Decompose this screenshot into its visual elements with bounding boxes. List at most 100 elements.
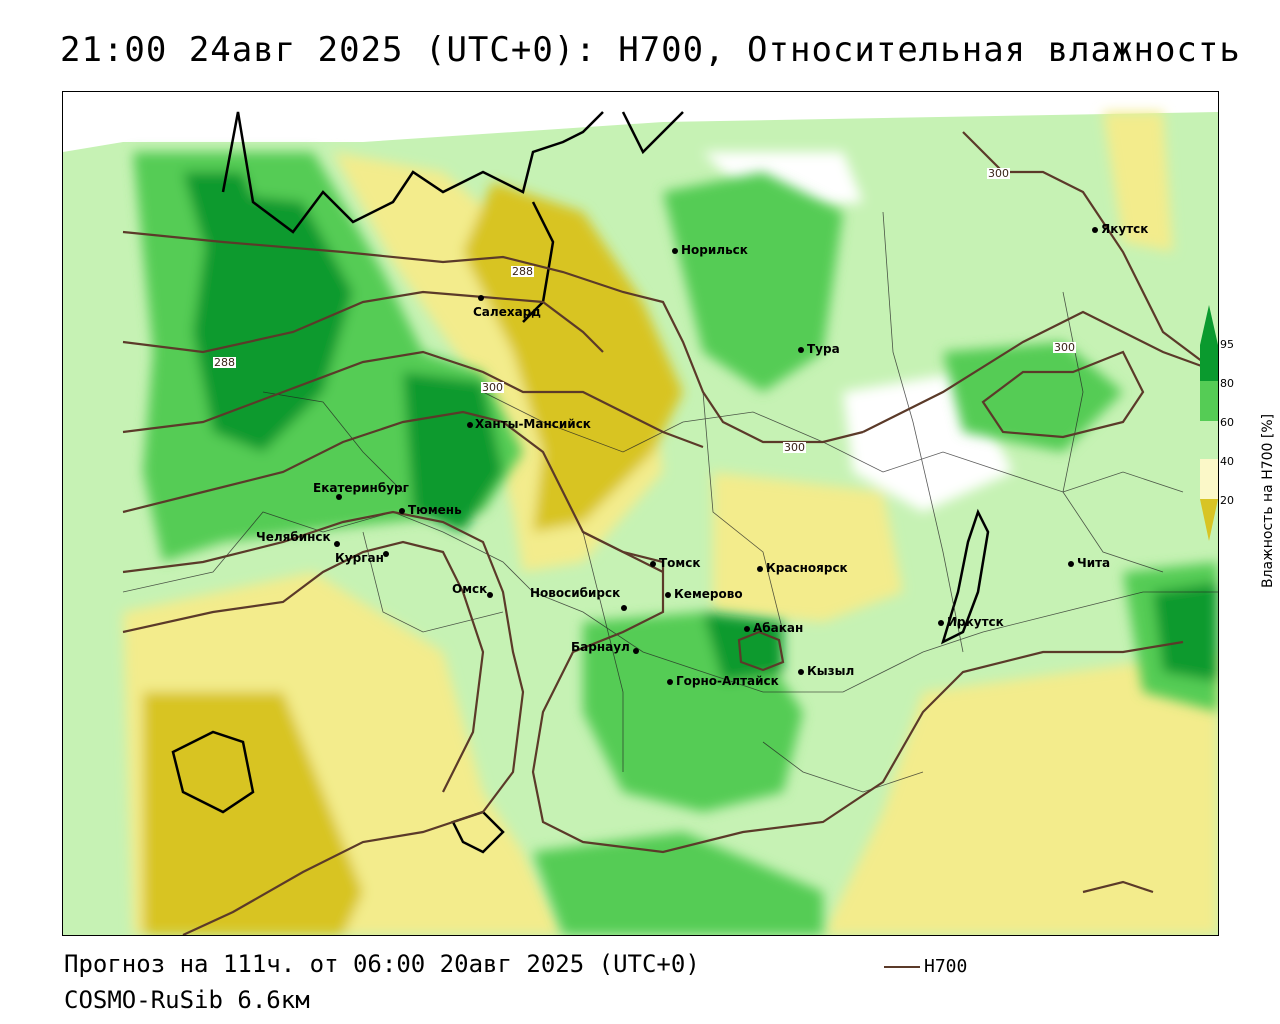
dry-area-ne [1103,112,1173,252]
city-marker-omsk [487,588,496,600]
city-dot [672,247,678,254]
contour-label: 300 [987,167,1010,180]
city-marker-gorno-altaysk: Горно-Алтайск [667,675,779,687]
city-label: Тюмень [408,503,462,517]
colorbar-tick: 40 [1220,455,1234,468]
h700-contour-closed-east [981,350,1145,439]
city-label-barnaul: Барнаул [571,640,630,654]
very-wet-area-urals [193,192,353,452]
humidity-field [63,92,1218,935]
city-dot [798,668,804,675]
city-marker-salekhard [478,291,487,303]
contour-label: 288 [213,356,236,369]
city-label-novosibirsk: Новосибирск [530,586,621,600]
colorbar-step [1200,459,1218,499]
map-panel: 288 288 300 300 300 300 Якутск Норильск … [62,91,1219,936]
baikal-lake [940,508,990,645]
contour-legend: H700 [884,956,967,977]
city-dot [757,565,763,572]
colorbar-tick: 20 [1220,494,1234,507]
city-dot [399,507,405,514]
city-marker-kyzyl: Кызыл [798,665,854,677]
city-marker-ekaterinburg [336,490,345,502]
city-marker-yakutsk: Якутск [1092,223,1148,235]
city-label: Кемерово [674,587,743,601]
city-dot [334,540,340,547]
city-label: Горно-Алтайск [676,674,779,688]
city-label: Норильск [681,243,748,257]
city-marker-tura: Тура [798,343,840,355]
city-dot [798,346,804,353]
city-dot [467,421,473,428]
map-title: 21:00 24авг 2025 (UTC+0): H700, Относите… [60,30,1241,70]
city-marker-khanty-mansiysk [467,418,476,430]
city-label: Якутск [1101,222,1149,236]
colorbar-step [1200,345,1218,381]
very-wet-area-khakassia [703,612,783,682]
city-marker-norilsk: Норильск [672,244,748,256]
h700-contour-closed-abakan [737,630,785,672]
forecast-info: Прогноз на 111ч. от 06:00 20авг 2025 (UT… [64,950,700,978]
city-marker-tomsk: Томск [650,557,701,569]
border-line [122,511,1218,693]
city-marker-novosibirsk [621,601,630,613]
city-label-khanty-mansiysk: Ханты-Мансийск [475,417,591,431]
city-marker-kurgan [334,537,343,549]
city-dot [621,604,627,611]
h700-contours [122,131,1218,935]
city-label: Чита [1077,556,1111,570]
city-label-salekhard: Салехард [473,305,541,319]
city-label: Томск [659,556,701,570]
city-dot [744,625,750,632]
model-name: COSMO-RuSib 6.6км [64,986,310,1014]
city-marker-krasnoyarsk: Красноярск [757,562,848,574]
colorbar-tick: 80 [1220,377,1234,390]
colorbar-tick: 95 [1220,338,1234,351]
very-dry-area-sw [143,692,363,935]
colorbar [1200,305,1218,541]
city-dot [650,560,656,567]
colorbar-bottom-arrow [1200,499,1218,541]
city-marker-abakan: Абакан [744,622,803,634]
contour-legend-label: H700 [924,956,968,977]
wet-area-north [663,172,843,392]
city-marker-kemerovo: Кемерово [665,588,743,600]
dry-area-central [713,472,903,622]
city-dot [487,591,493,598]
colorbar-top-arrow [1200,305,1218,345]
very-wet-area-khmao [403,372,503,532]
arctic-coastline [221,111,604,234]
city-dot [1068,560,1074,567]
city-label: Тура [807,342,840,356]
contour-label: 300 [481,381,504,394]
contour-label: 300 [1053,341,1076,354]
city-marker-barnaul [633,644,642,656]
city-dot [336,493,342,500]
yamal-coast [522,201,555,323]
city-label-chelyabinsk: Челябинск [256,530,331,544]
city-marker-tyumen: Тюмень [399,504,462,516]
city-dot [665,591,671,598]
colorbar-title-box: Влажность на H700 [%] [1238,340,1278,590]
wet-area-mongolia [533,832,823,935]
contour-legend-swatch [884,965,920,968]
city-label: Иркутск [947,615,1004,629]
city-dot-extra [383,547,392,559]
contour-label: 300 [783,441,806,454]
city-label: Кызыл [807,664,855,678]
city-dot [478,294,484,301]
colorbar-title: Влажность на H700 [%] [1260,413,1276,588]
city-label-ekaterinburg: Екатеринбург [313,481,409,495]
colorbar-tick: 60 [1220,416,1234,429]
colorbar-step [1200,421,1218,459]
city-marker-irkutsk: Иркутск [938,616,1004,628]
city-label-omsk: Омск [452,582,488,596]
city-dot [633,647,639,654]
city-dot [938,619,944,626]
city-label-kurgan: Курган [335,551,384,565]
city-label: Абакан [753,621,804,635]
aral-lake [171,730,255,814]
very-wet-area-east [1153,582,1218,682]
colorbar-step [1200,381,1218,421]
h700-contour-line [122,230,864,444]
